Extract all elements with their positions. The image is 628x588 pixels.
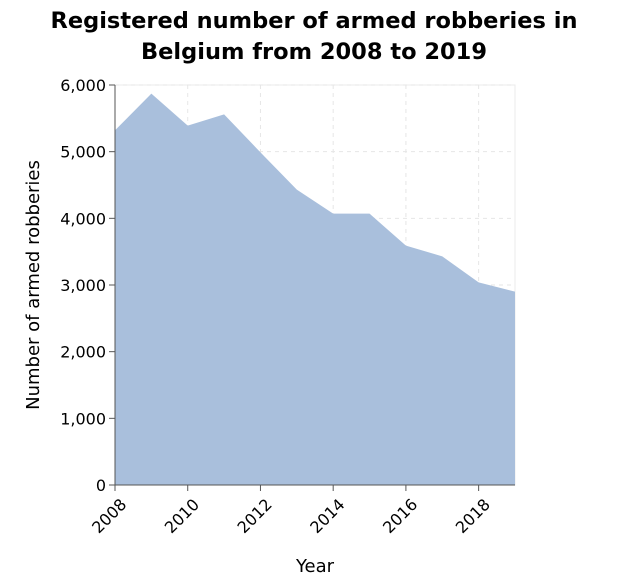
chart-title: Registered number of armed robberies in … — [0, 6, 628, 68]
y-tick-label: 3,000 — [60, 276, 106, 295]
y-tick-label: 0 — [96, 476, 106, 495]
chart-title-line-2: Belgium from 2008 to 2019 — [141, 39, 487, 65]
x-tick-label: 2008 — [88, 495, 130, 537]
x-tick-label: 2016 — [379, 495, 421, 537]
x-tick-label: 2014 — [306, 495, 348, 537]
x-tick-label: 2018 — [452, 495, 494, 537]
y-tick-label: 2,000 — [60, 343, 106, 362]
y-tick-label: 6,000 — [60, 76, 106, 95]
area-layer — [115, 93, 515, 486]
chart-title-line-1: Registered number of armed robberies in — [50, 8, 578, 34]
area-series — [115, 93, 515, 486]
y-axis-label: Number of armed robberies — [23, 160, 44, 410]
axis-layer — [109, 84, 515, 491]
x-tick-label: 2010 — [161, 495, 203, 537]
x-axis-label: Year — [295, 556, 335, 577]
y-tick-label: 5,000 — [60, 143, 106, 162]
x-tick-label: 2012 — [234, 495, 276, 537]
y-tick-label: 1,000 — [60, 409, 106, 428]
y-tick-label: 4,000 — [60, 209, 106, 228]
